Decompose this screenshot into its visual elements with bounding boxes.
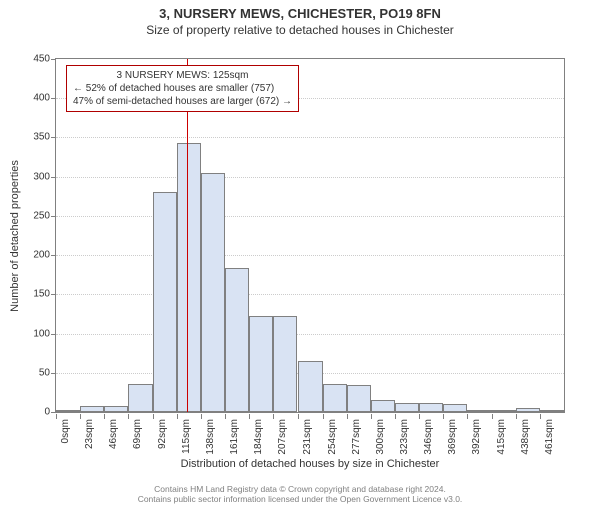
y-tick-label: 200 — [20, 250, 50, 261]
y-tick-mark — [51, 334, 56, 335]
x-tick-label: 277sqm — [351, 419, 362, 455]
histogram-bar — [467, 410, 491, 412]
y-tick-mark — [51, 98, 56, 99]
x-tick-label: 92sqm — [157, 419, 168, 449]
x-tick-mark — [225, 414, 226, 419]
histogram-bar — [323, 384, 347, 412]
x-tick-mark — [177, 414, 178, 419]
y-tick-mark — [51, 59, 56, 60]
x-tick-mark — [347, 414, 348, 419]
x-tick-mark — [371, 414, 372, 419]
histogram-bar — [492, 410, 516, 412]
y-tick-label: 250 — [20, 210, 50, 221]
x-tick-mark — [443, 414, 444, 419]
x-tick-label: 392sqm — [471, 419, 482, 455]
annotation-line: 3 NURSERY MEWS: 125sqm — [73, 69, 292, 82]
grid-line — [56, 216, 564, 217]
histogram-bar — [153, 192, 177, 412]
y-tick-mark — [51, 412, 56, 413]
y-tick-mark — [51, 137, 56, 138]
histogram-bar — [273, 316, 297, 412]
y-tick-label: 100 — [20, 328, 50, 339]
x-tick-label: 207sqm — [277, 419, 288, 455]
annotation-box: 3 NURSERY MEWS: 125sqm← 52% of detached … — [66, 65, 299, 112]
histogram-bar — [371, 400, 395, 412]
grid-line — [56, 177, 564, 178]
grid-line — [56, 294, 564, 295]
x-tick-mark — [395, 414, 396, 419]
title-sub: Size of property relative to detached ho… — [0, 23, 600, 37]
annotation-line: ← 52% of detached houses are smaller (75… — [73, 82, 292, 95]
y-tick-mark — [51, 255, 56, 256]
y-tick-mark — [51, 373, 56, 374]
x-tick-mark — [323, 414, 324, 419]
x-tick-label: 300sqm — [375, 419, 386, 455]
y-tick-label: 350 — [20, 132, 50, 143]
x-tick-label: 115sqm — [181, 419, 192, 454]
x-tick-mark — [153, 414, 154, 419]
y-tick-mark — [51, 294, 56, 295]
x-tick-label: 346sqm — [423, 419, 434, 455]
x-tick-mark — [467, 414, 468, 419]
grid-line — [56, 255, 564, 256]
x-tick-label: 23sqm — [84, 419, 95, 449]
histogram-bar — [249, 316, 273, 412]
x-tick-label: 438sqm — [520, 419, 531, 455]
x-tick-mark — [298, 414, 299, 419]
histogram-bar — [104, 406, 128, 412]
x-tick-label: 461sqm — [544, 419, 555, 455]
y-tick-label: 150 — [20, 289, 50, 300]
histogram-bar — [225, 268, 249, 412]
x-tick-mark — [516, 414, 517, 419]
x-tick-label: 415sqm — [496, 419, 507, 455]
grid-line — [56, 137, 564, 138]
x-tick-mark — [56, 414, 57, 419]
x-tick-label: 161sqm — [229, 419, 240, 455]
x-tick-mark — [540, 414, 541, 419]
x-tick-mark — [104, 414, 105, 419]
histogram-bar — [56, 410, 80, 412]
x-tick-mark — [128, 414, 129, 419]
x-tick-label: 369sqm — [447, 419, 458, 455]
title-main: 3, NURSERY MEWS, CHICHESTER, PO19 8FN — [0, 6, 600, 21]
x-tick-label: 46sqm — [108, 419, 119, 449]
y-tick-mark — [51, 216, 56, 217]
x-tick-label: 69sqm — [132, 419, 143, 449]
x-tick-label: 184sqm — [253, 419, 264, 455]
histogram-bar — [80, 406, 104, 412]
x-tick-label: 138sqm — [205, 419, 216, 455]
x-axis-label: Distribution of detached houses by size … — [55, 458, 565, 470]
y-tick-mark — [51, 177, 56, 178]
x-tick-label: 254sqm — [327, 419, 338, 455]
x-tick-mark — [201, 414, 202, 419]
histogram-bar — [298, 361, 322, 412]
y-tick-label: 50 — [20, 367, 50, 378]
plot-area: 0501001502002503003504004500sqm23sqm46sq… — [55, 58, 565, 413]
x-tick-mark — [492, 414, 493, 419]
y-tick-label: 300 — [20, 171, 50, 182]
histogram-bar — [516, 408, 540, 412]
histogram-bar — [177, 143, 201, 412]
histogram-bar — [128, 384, 152, 412]
x-tick-mark — [80, 414, 81, 419]
x-tick-mark — [249, 414, 250, 419]
y-tick-label: 400 — [20, 93, 50, 104]
histogram-bar — [201, 173, 225, 412]
grid-line — [56, 334, 564, 335]
histogram-bar — [540, 410, 564, 412]
histogram-bar — [395, 403, 419, 412]
y-tick-label: 450 — [20, 54, 50, 65]
x-tick-label: 0sqm — [60, 419, 71, 443]
annotation-line: 47% of semi-detached houses are larger (… — [73, 95, 292, 108]
histogram-bar — [347, 385, 371, 412]
footer-attribution: Contains HM Land Registry data © Crown c… — [0, 484, 600, 504]
x-tick-mark — [273, 414, 274, 419]
y-tick-label: 0 — [20, 407, 50, 418]
x-tick-label: 323sqm — [399, 419, 410, 455]
x-tick-mark — [419, 414, 420, 419]
y-axis-label: Number of detached properties — [8, 58, 22, 413]
x-tick-label: 231sqm — [302, 419, 313, 455]
histogram-bar — [443, 404, 467, 412]
histogram-bar — [419, 403, 443, 412]
